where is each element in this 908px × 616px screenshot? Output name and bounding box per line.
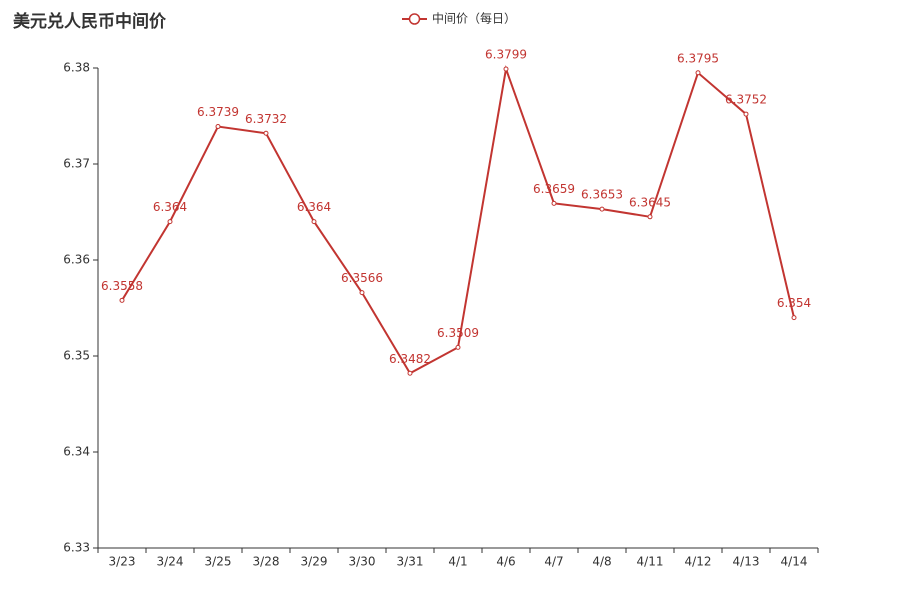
data-point [311,219,317,225]
x-tick-label: 3/23 [109,555,136,569]
data-point [215,124,221,130]
data-point [647,214,653,220]
y-tick-label: 6.38 [63,61,90,75]
x-tick-label: 3/31 [397,555,424,569]
data-point [407,370,413,376]
legend-symbol [408,13,421,25]
x-tick-label: 4/11 [637,555,664,569]
chart-title: 美元兑人民币中间价 [13,11,167,32]
legend[interactable]: 中间价（每日） [402,11,516,26]
data-label: 6.3653 [581,188,623,202]
x-tick-label: 4/14 [781,555,808,569]
data-point [599,206,605,212]
data-label: 6.354 [777,296,811,310]
data-point [455,344,461,350]
data-label: 6.364 [153,200,187,214]
x-tick-label: 3/29 [301,555,328,569]
data-label: 6.3566 [341,271,383,285]
x-tick-label: 4/7 [544,555,563,569]
data-label: 6.3509 [437,326,479,340]
x-tick-label: 3/24 [157,555,184,569]
x-tick-label: 3/25 [205,555,232,569]
data-point [743,111,749,117]
x-tick-label: 4/8 [592,555,611,569]
data-point [551,200,557,206]
data-label: 6.3795 [677,51,719,65]
data-point [119,297,125,303]
y-tick-label: 6.37 [63,157,90,171]
y-tick-label: 6.33 [63,541,90,555]
data-label: 6.3482 [389,352,431,366]
data-point [503,66,509,72]
data-label: 6.3732 [245,112,287,126]
x-tick-label: 4/13 [733,555,760,569]
data-label: 6.3799 [485,47,527,61]
legend-label: 中间价（每日） [432,11,516,26]
data-point [167,219,173,225]
y-tick-label: 6.34 [63,445,90,459]
data-point [263,130,269,136]
x-tick-label: 3/28 [253,555,280,569]
data-label: 6.364 [297,200,331,214]
data-label: 6.3752 [725,93,767,107]
data-label: 6.3659 [533,182,575,196]
x-tick-label: 3/30 [349,555,376,569]
data-point [359,290,365,296]
data-label: 6.3739 [197,105,239,119]
data-point [695,70,701,76]
data-label: 6.3645 [629,195,671,209]
y-tick-label: 6.36 [63,253,90,267]
y-tick-label: 6.35 [63,349,90,363]
data-point [791,315,797,321]
x-tick-label: 4/12 [685,555,712,569]
data-label: 6.3558 [101,279,143,293]
x-tick-label: 4/1 [448,555,467,569]
x-tick-label: 4/6 [496,555,515,569]
